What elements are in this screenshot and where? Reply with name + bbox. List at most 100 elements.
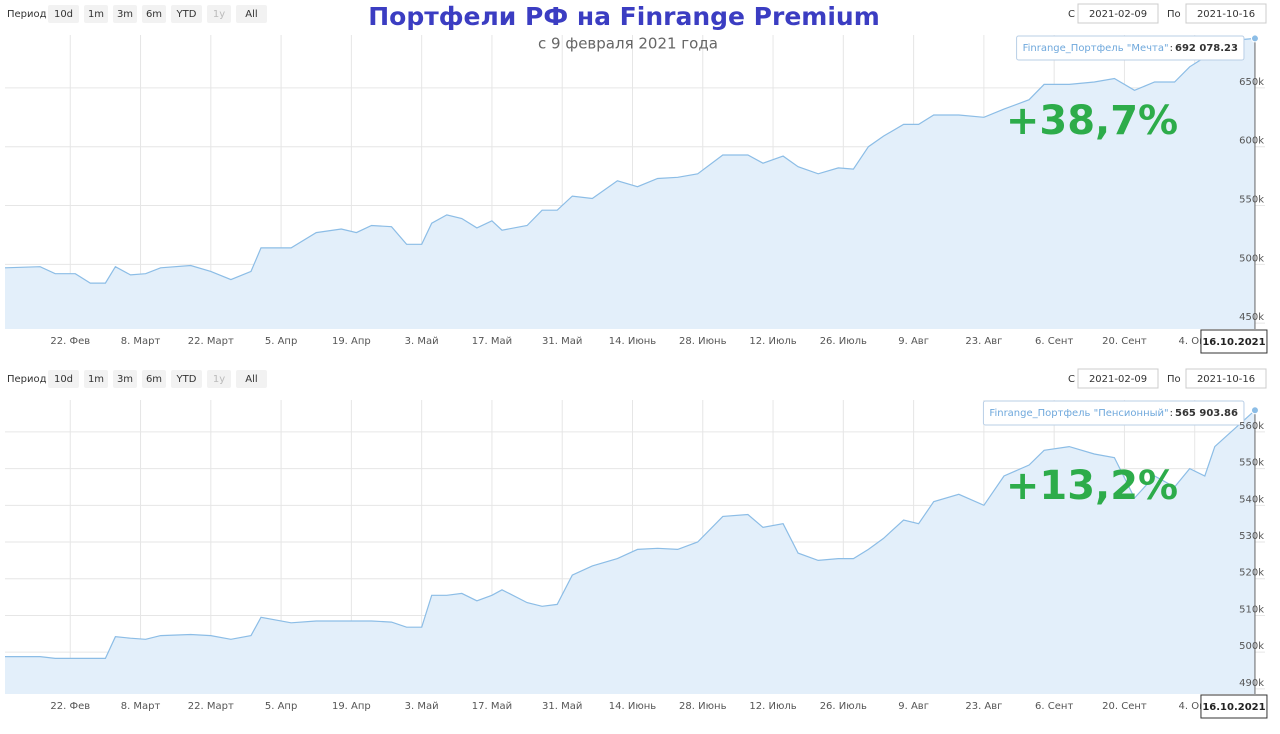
range-button-label: All [245, 9, 257, 20]
period-label: Период [7, 9, 47, 20]
y-tick-label: 450k [1239, 312, 1264, 323]
tooltip-value: 565 903.86 [1175, 408, 1238, 419]
range-button [207, 370, 231, 388]
range-button[interactable] [236, 370, 267, 388]
x-tick-label: 9. Авг [898, 701, 929, 712]
range-button[interactable] [48, 5, 79, 23]
tooltip-text: Finrange_Портфель "Пенсионный" : 565 903… [989, 408, 1238, 419]
x-tick-label: 22. Фев [50, 701, 90, 712]
x-tick-label: 5. Апр [265, 701, 297, 712]
y-tick-label: 500k [1239, 253, 1264, 264]
x-tick-label: 19. Апр [332, 336, 371, 347]
range-button[interactable] [84, 5, 108, 23]
range-button-label: All [245, 374, 257, 385]
y-tick-label: 550k [1239, 195, 1264, 206]
y-tick-label: 530k [1239, 531, 1264, 542]
range-button [207, 5, 231, 23]
range-button-label: 10d [54, 9, 73, 20]
to-input[interactable] [1185, 3, 1267, 24]
x-tick-label: 17. Май [472, 336, 512, 347]
range-button[interactable] [113, 370, 137, 388]
to-label: По [1167, 374, 1181, 385]
tooltip-value: 692 078.23 [1175, 43, 1238, 54]
x-tick-label: 12. Июль [749, 336, 796, 347]
range-button-label: YTD [176, 374, 197, 385]
range-button[interactable] [48, 370, 79, 388]
y-tick-label: 500k [1239, 641, 1264, 652]
to-label: По [1167, 9, 1181, 20]
from-label: С [1068, 9, 1075, 20]
tooltip: Finrange_Портфель "Пенсионный" : 565 903… [982, 400, 1245, 426]
x-tick-label: 8. Март [121, 701, 161, 712]
cursor-label-box [1200, 329, 1268, 354]
range-button[interactable] [236, 5, 267, 23]
line [5, 409, 1256, 659]
from-input[interactable] [1077, 3, 1159, 24]
range-button-label: 10d [54, 374, 73, 385]
x-tick-label: 6. Сент [1035, 701, 1073, 712]
x-tick-label: 31. Май [542, 701, 582, 712]
x-tick-label: 22. Март [188, 701, 234, 712]
x-tick-label: 28. Июнь [679, 701, 727, 712]
x-tick-label: 28. Июнь [679, 336, 727, 347]
tooltip-box [1016, 35, 1245, 61]
x-tick-label: 6. Сент [1035, 336, 1073, 347]
x-tick-label: 4. Окт [1178, 336, 1211, 347]
point-marker [1250, 406, 1259, 415]
tooltip-series: Finrange_Портфель "Мечта" [1023, 43, 1169, 54]
tooltip: Finrange_Портфель "Мечта" : 692 078.23 [1016, 35, 1245, 61]
to-input[interactable] [1185, 368, 1267, 389]
range-button-label: 3m [117, 9, 133, 20]
x-tick-label: 20. Сент [1102, 336, 1147, 347]
x-tick-label: 23. Авг [965, 336, 1002, 347]
range-button-label: 1m [88, 374, 104, 385]
range-button[interactable] [142, 370, 166, 388]
range-button-label: 1m [88, 9, 104, 20]
from-value: 2021-02-09 [1089, 9, 1147, 20]
x-tick-label: 23. Авг [965, 701, 1002, 712]
chart: Период 10d 1m 3m 6m YTD 1y All С 2021-02-09 По 2021… [4, 3, 1268, 354]
x-tick-label: 9. Авг [898, 336, 929, 347]
x-tick-label: 8. Март [121, 336, 161, 347]
range-button-label: YTD [176, 9, 197, 20]
from-input[interactable] [1077, 368, 1159, 389]
from-label: С [1068, 374, 1075, 385]
range-button[interactable] [171, 5, 202, 23]
x-tick-label: 31. Май [542, 336, 582, 347]
to-value: 2021-10-16 [1197, 9, 1255, 20]
y-tick-label: 650k [1239, 77, 1264, 88]
cursor-label: 16.10.2021 [1202, 337, 1265, 348]
range-button-label: 6m [146, 9, 162, 20]
x-tick-label: 22. Фев [50, 336, 90, 347]
range-button[interactable] [84, 370, 108, 388]
range-button-label: 6m [146, 374, 162, 385]
x-tick-label: 14. Июнь [609, 336, 657, 347]
tooltip-sep: : [1169, 408, 1175, 419]
y-tick-label: 540k [1239, 494, 1264, 505]
y-tick-label: 600k [1239, 136, 1264, 147]
page-subtitle: с 9 февраля 2021 года [538, 35, 718, 53]
x-tick-label: 5. Апр [265, 336, 297, 347]
to-value: 2021-10-16 [1197, 374, 1255, 385]
area [5, 38, 1255, 330]
range-button-label: 1y [213, 9, 225, 20]
tooltip-box [982, 400, 1245, 426]
y-tick-label: 490k [1239, 678, 1264, 689]
x-tick-label: 20. Сент [1102, 701, 1147, 712]
area [5, 410, 1255, 694]
x-tick-label: 4. Окт [1178, 701, 1211, 712]
from-value: 2021-02-09 [1089, 374, 1147, 385]
range-button[interactable] [113, 5, 137, 23]
annotation: +38,7% [1006, 98, 1178, 144]
point-marker [1250, 34, 1259, 43]
page-title: Портфели РФ на Finrange Premium [368, 2, 880, 31]
tooltip-series: Finrange_Портфель "Пенсионный" [989, 408, 1168, 419]
x-tick-label: 26. Июль [820, 701, 867, 712]
tooltip-sep: : [1169, 43, 1175, 54]
cursor-label-box [1200, 694, 1268, 719]
period-label: Период [7, 374, 47, 385]
x-tick-label: 3. Май [405, 701, 439, 712]
range-button[interactable] [142, 5, 166, 23]
range-button[interactable] [171, 370, 202, 388]
range-button-label: 1y [213, 374, 225, 385]
